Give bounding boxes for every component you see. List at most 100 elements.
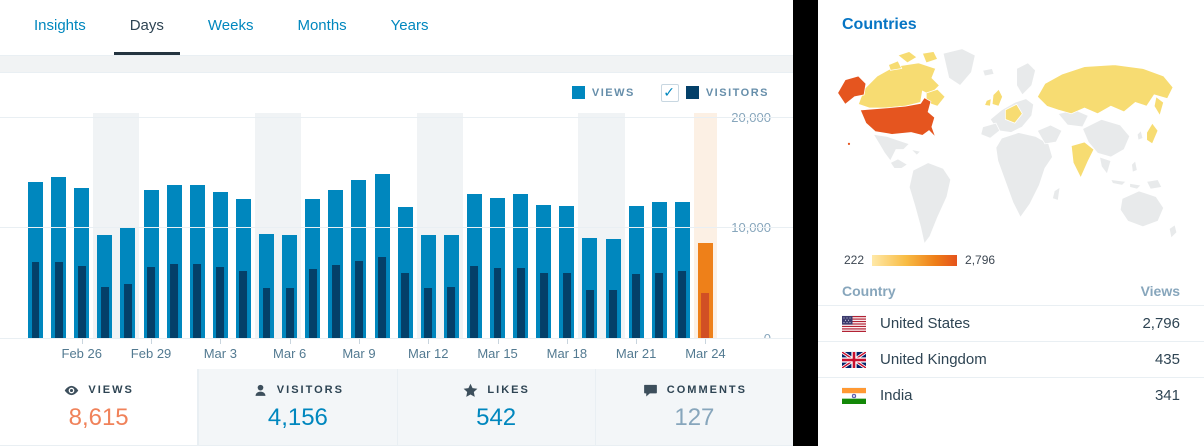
chart-bar[interactable] bbox=[694, 113, 717, 339]
chart-bar[interactable] bbox=[47, 113, 70, 339]
visitors-bar bbox=[678, 270, 687, 339]
chart-bar[interactable] bbox=[324, 113, 347, 339]
visitors-bar bbox=[54, 261, 63, 339]
visitors-bar bbox=[539, 273, 548, 339]
tab-months[interactable]: Months bbox=[297, 17, 347, 35]
chart-bar[interactable] bbox=[232, 113, 255, 339]
comments-count: 127 bbox=[674, 403, 715, 431]
x-axis-tick bbox=[428, 338, 430, 344]
summary-tile-likes[interactable]: LIKES 542 bbox=[396, 368, 595, 445]
chart-bar[interactable] bbox=[24, 113, 47, 339]
views-bar bbox=[651, 201, 667, 339]
views-bar bbox=[420, 234, 436, 339]
tab-insights[interactable]: Insights bbox=[34, 17, 86, 35]
visitors-bar bbox=[123, 284, 132, 339]
visitors-checkbox[interactable]: ✓ bbox=[660, 83, 679, 102]
map-legend: 222 2,796 bbox=[818, 251, 1204, 267]
map-arctic-island-3 bbox=[888, 60, 903, 71]
x-axis-tick bbox=[220, 338, 222, 344]
views-bar bbox=[259, 233, 275, 339]
chart-legend: VIEWS ✓ VISITORS bbox=[0, 73, 793, 113]
x-axis-label: Mar 15 bbox=[477, 345, 518, 361]
gridline bbox=[0, 116, 793, 118]
tab-days[interactable]: Days bbox=[113, 0, 180, 55]
tab-weeks[interactable]: Weeks bbox=[207, 17, 254, 35]
chart-bar[interactable] bbox=[301, 113, 324, 339]
summary-tile-visitors[interactable]: VISITORS 4,156 bbox=[198, 368, 397, 445]
chart-bar[interactable] bbox=[602, 113, 625, 339]
chart-bar[interactable] bbox=[671, 113, 694, 339]
chart-bar[interactable] bbox=[116, 113, 139, 339]
summary-tile-comments[interactable]: COMMENTS 127 bbox=[594, 368, 793, 445]
chart-bar[interactable] bbox=[486, 113, 509, 339]
visitors-bar bbox=[609, 290, 618, 339]
map-middle-east bbox=[1036, 124, 1063, 145]
map-united-states bbox=[859, 97, 936, 138]
chart-bar[interactable] bbox=[278, 113, 301, 339]
views-swatch-icon bbox=[571, 86, 585, 100]
person-icon bbox=[255, 384, 266, 396]
visitors-bar bbox=[424, 287, 433, 339]
visitors-bar bbox=[239, 271, 248, 339]
chart-bar[interactable] bbox=[209, 113, 232, 339]
eye-icon bbox=[65, 385, 79, 395]
map-new-guinea bbox=[1146, 179, 1163, 190]
chart-bar[interactable] bbox=[394, 113, 417, 339]
x-axis-inner: Feb 26 Feb 29 Mar 3 Mar 6 Mar 9 Mar 12 Mar 15 M… bbox=[24, 338, 726, 369]
country-name: United States bbox=[880, 315, 971, 333]
summary-tile-views[interactable]: VIEWS 8,615 bbox=[0, 368, 199, 445]
x-axis-label: Mar 21 bbox=[615, 345, 657, 361]
tab-years[interactable]: Years bbox=[390, 17, 429, 35]
chart-bar[interactable] bbox=[186, 113, 209, 339]
chart-bar[interactable] bbox=[625, 113, 648, 339]
chart-bar[interactable] bbox=[347, 113, 370, 339]
chart-bar[interactable] bbox=[163, 113, 186, 339]
views-bar bbox=[282, 234, 298, 339]
countries-title: Countries bbox=[842, 16, 917, 33]
gridline bbox=[0, 337, 793, 339]
chart-bar[interactable] bbox=[509, 113, 532, 339]
chart-bar[interactable] bbox=[255, 113, 278, 339]
chart-bar[interactable] bbox=[648, 113, 671, 339]
views-bar bbox=[351, 179, 367, 339]
country-name: India bbox=[880, 387, 913, 405]
chart-bar[interactable] bbox=[463, 113, 486, 339]
x-axis: Feb 26 Feb 29 Mar 3 Mar 6 Mar 9 Mar 12 Mar 15 M… bbox=[0, 338, 793, 369]
country-views: 341 bbox=[1154, 387, 1180, 405]
views-bar bbox=[120, 226, 136, 339]
x-axis-tick bbox=[81, 338, 83, 344]
map-greenland bbox=[942, 48, 976, 86]
world-map bbox=[818, 40, 1204, 251]
visitors-bar bbox=[401, 273, 410, 339]
map-iceland bbox=[982, 68, 995, 77]
module-gap bbox=[0, 55, 793, 72]
views-bar bbox=[374, 173, 390, 339]
table-row: United States 2,796 bbox=[818, 305, 1204, 341]
chart-bar[interactable] bbox=[440, 113, 463, 339]
x-axis-label: Mar 12 bbox=[408, 345, 449, 361]
chart-bar[interactable] bbox=[578, 113, 601, 339]
chart-bar[interactable] bbox=[93, 113, 116, 339]
chart-bar[interactable] bbox=[417, 113, 440, 339]
map-japan bbox=[1146, 122, 1159, 145]
chart-bar[interactable] bbox=[532, 113, 555, 339]
chart-bar[interactable] bbox=[371, 113, 394, 339]
period-tabbar: Insights Days Weeks Months Years bbox=[0, 0, 793, 56]
views-bar bbox=[697, 243, 713, 339]
views-bar bbox=[443, 234, 459, 339]
chart-bar[interactable] bbox=[555, 113, 578, 339]
map-uk bbox=[991, 88, 1003, 107]
map-legend-min: 222 bbox=[844, 253, 865, 268]
views-bar bbox=[97, 234, 113, 339]
visitors-bar bbox=[216, 266, 225, 339]
map-scandinavia bbox=[1016, 62, 1036, 96]
chart-bar[interactable] bbox=[140, 113, 163, 339]
map-france-germany bbox=[1004, 103, 1023, 124]
chart-bar[interactable] bbox=[70, 113, 93, 339]
visitors-bar bbox=[193, 264, 202, 339]
world-map-svg bbox=[837, 48, 1178, 245]
visitors-bar bbox=[562, 273, 571, 339]
map-se-asia bbox=[1099, 156, 1112, 175]
map-indonesia bbox=[1110, 179, 1127, 186]
